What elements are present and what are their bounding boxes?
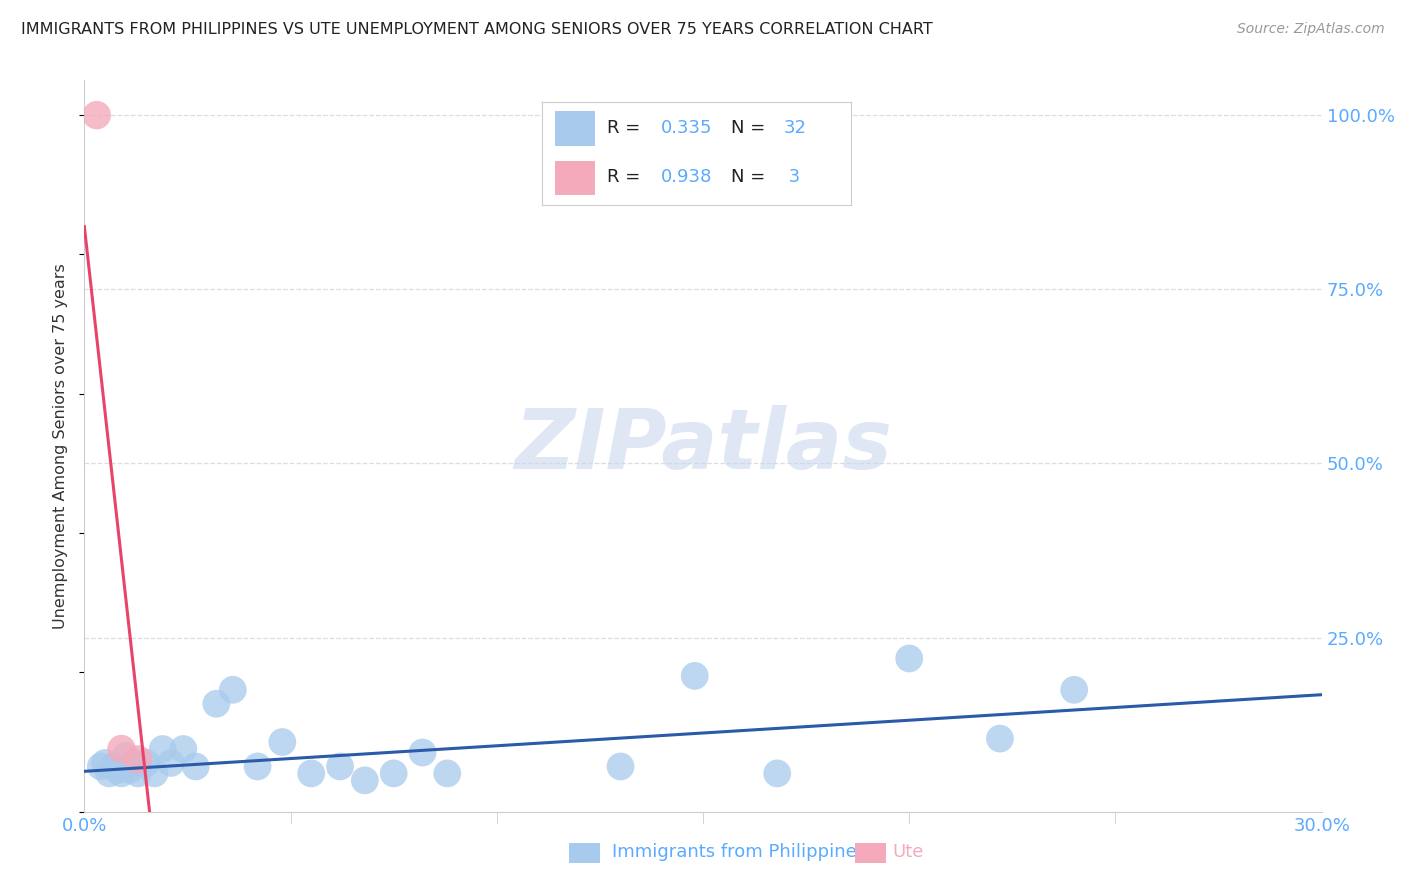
Point [122,756,145,770]
Point [1063,682,1085,697]
Point [609,759,631,773]
Point [105,763,128,777]
Point [118,763,141,777]
Point [766,766,789,780]
Text: IMMIGRANTS FROM PHILIPPINES VS UTE UNEMPLOYMENT AMONG SENIORS OVER 75 YEARS CORR: IMMIGRANTS FROM PHILIPPINES VS UTE UNEMP… [21,22,932,37]
Point [436,766,458,780]
Point [152,742,174,756]
Point [353,773,375,788]
Point [222,682,245,697]
Point [172,742,194,756]
Point [271,735,294,749]
Point [98,766,121,780]
Point [988,731,1011,746]
Point [299,766,322,780]
Point [205,697,228,711]
Point [110,742,132,756]
Text: Immigrants from Philippines: Immigrants from Philippines [612,843,866,861]
Point [90,759,112,773]
Point [329,759,352,773]
Point [143,766,166,780]
Point [184,759,207,773]
Point [683,669,706,683]
Point [103,759,125,773]
Text: Ute: Ute [893,843,924,861]
Text: Source: ZipAtlas.com: Source: ZipAtlas.com [1237,22,1385,37]
Point [127,766,149,780]
Text: ZIPatlas: ZIPatlas [515,406,891,486]
Y-axis label: Unemployment Among Seniors over 75 years: Unemployment Among Seniors over 75 years [53,263,69,629]
Point [110,766,132,780]
Point [135,756,157,770]
Point [127,752,149,766]
Point [86,108,108,122]
Point [114,749,136,764]
Point [412,746,434,760]
Point [382,766,405,780]
Point [94,756,117,770]
Point [246,759,269,773]
Point [160,756,183,770]
Point [898,651,921,665]
